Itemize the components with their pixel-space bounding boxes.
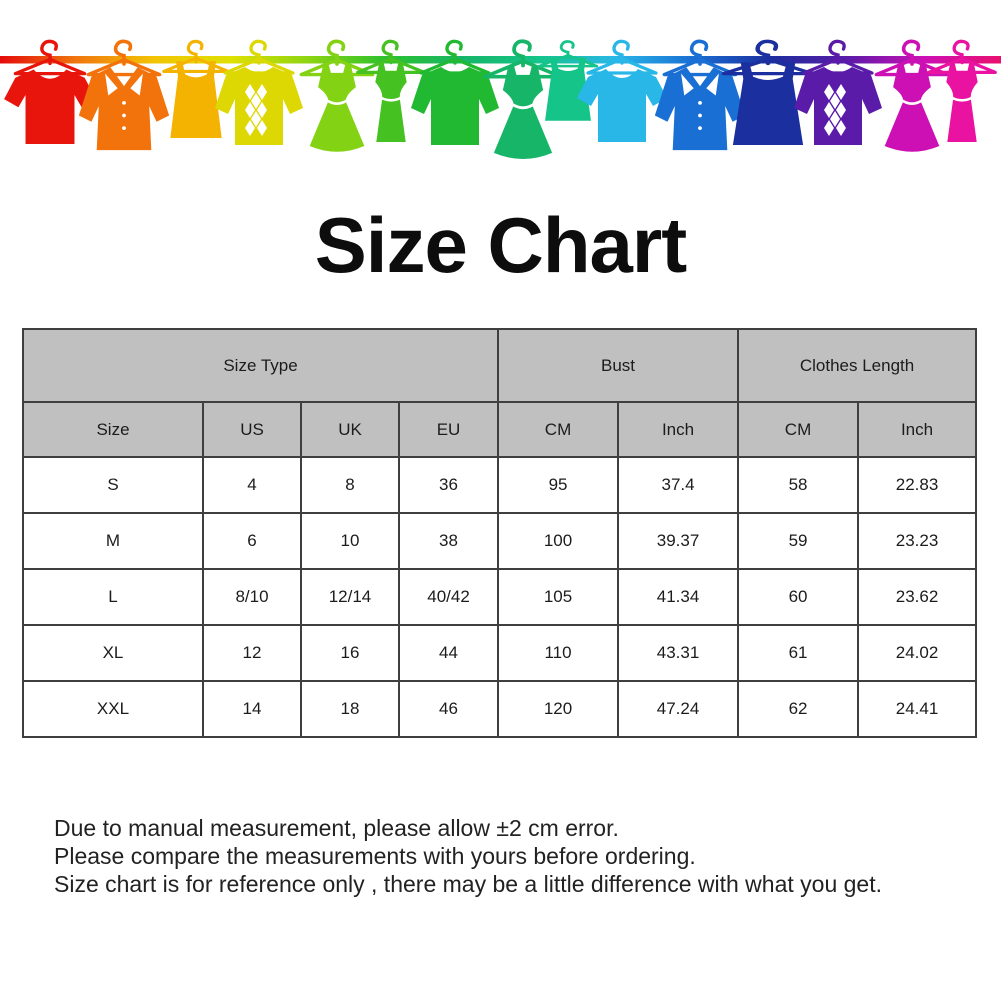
table-cell: 40/42 (397, 568, 500, 626)
table-cell: 110 (497, 624, 620, 682)
table-cell: 47.24 (617, 680, 740, 738)
table-cell: 14 (202, 680, 302, 738)
header-col-length-inch: Inch (857, 401, 978, 458)
header-col-bust-inch: Inch (617, 401, 740, 458)
table-row-xxl: XXL 14 18 46 120 47.24 62 24.41 (22, 680, 978, 738)
table-body: S 4 8 36 95 37.4 58 22.83 M 6 10 38 100 39.37 59 23.23 L… (22, 456, 978, 738)
table-row-m: M 6 10 38 100 39.37 59 23.23 (22, 512, 978, 570)
table-cell: 44 (397, 624, 500, 682)
table-cell: 39.37 (617, 512, 740, 570)
size-chart-table: Size Type Bust Clothes Length Size US UK… (21, 328, 978, 738)
table-cell: 12/14 (300, 568, 400, 626)
table-cell: XL (22, 624, 204, 682)
table-cell: M (22, 512, 204, 570)
table-cell: 100 (497, 512, 620, 570)
page-title: Size Chart (314, 201, 687, 289)
table-cell: 16 (300, 624, 400, 682)
table-cell: 120 (497, 680, 620, 738)
table-cell: 36 (397, 456, 500, 514)
table-cell: 95 (497, 456, 620, 514)
table-cell: 61 (737, 624, 860, 682)
table-cell: 41.34 (617, 568, 740, 626)
table-cell: 58 (737, 456, 860, 514)
table-cell: 38 (397, 512, 500, 570)
table-cell: L (22, 568, 204, 626)
header-col-eu: EU (397, 401, 500, 458)
measurement-notes: Due to manual measurement, please allow … (54, 814, 882, 898)
table-cell: 23.62 (857, 568, 978, 626)
table-cell: 59 (737, 512, 860, 570)
header-col-size: Size (22, 401, 204, 458)
table-cell: 22.83 (857, 456, 978, 514)
table-cell: S (22, 456, 204, 514)
table-cell: XXL (22, 680, 204, 738)
rainbow-clothesline (0, 56, 1001, 64)
header-size-type: Size Type (21, 328, 500, 403)
header-col-bust-cm: CM (497, 401, 620, 458)
table-cell: 43.31 (617, 624, 740, 682)
table-cell: 8 (300, 456, 400, 514)
table-column-header-row: Size US UK EU CM Inch CM Inch (22, 401, 978, 458)
table-cell: 23.23 (857, 512, 978, 570)
table-row-s: S 4 8 36 95 37.4 58 22.83 (22, 456, 978, 514)
header-col-uk: UK (300, 401, 400, 458)
note-line-1: Due to manual measurement, please allow … (54, 815, 619, 841)
table-cell: 60 (737, 568, 860, 626)
header-col-us: US (202, 401, 302, 458)
table-cell: 37.4 (617, 456, 740, 514)
table-cell: 10 (300, 512, 400, 570)
table-cell: 6 (202, 512, 302, 570)
table-cell: 12 (202, 624, 302, 682)
table-cell: 24.02 (857, 624, 978, 682)
banner-item-amber-tank-top (164, 41, 229, 138)
note-line-3: Size chart is for reference only , there… (54, 871, 882, 897)
table-cell: 62 (737, 680, 860, 738)
table-cell: 105 (497, 568, 620, 626)
clothes-banner-illustration (0, 38, 1001, 183)
header-col-length-cm: CM (737, 401, 860, 458)
table-cell: 46 (397, 680, 500, 738)
note-line-2: Please compare the measurements with you… (54, 843, 696, 869)
table-header: Size Type Bust Clothes Length Size US UK… (21, 328, 978, 458)
table-group-header-row: Size Type Bust Clothes Length (21, 328, 978, 403)
table-row-xl: XL 12 16 44 110 43.31 61 24.02 (22, 624, 978, 682)
table-cell: 18 (300, 680, 400, 738)
header-clothes-length: Clothes Length (737, 328, 978, 403)
table-cell: 8/10 (202, 568, 302, 626)
table-cell: 4 (202, 456, 302, 514)
table-row-l: L 8/10 12/14 40/42 105 41.34 60 23.62 (22, 568, 978, 626)
header-bust: Bust (497, 328, 740, 403)
table-cell: 24.41 (857, 680, 978, 738)
